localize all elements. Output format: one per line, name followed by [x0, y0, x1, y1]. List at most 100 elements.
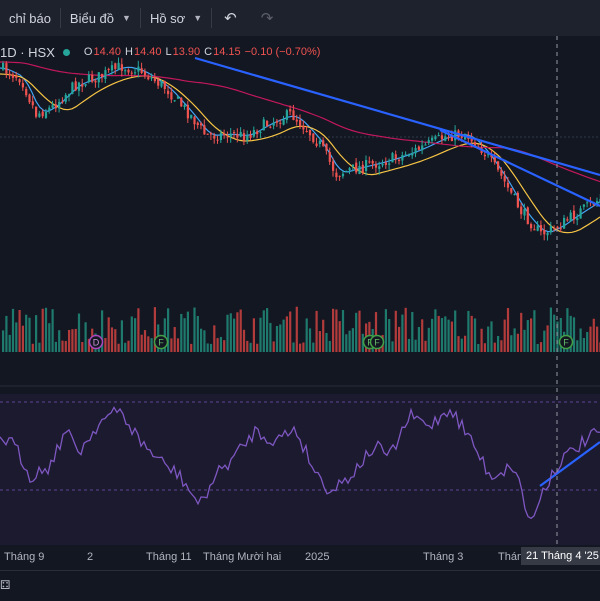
earnings-marker[interactable]: F: [153, 334, 169, 350]
candle-body: [543, 229, 546, 235]
volume-bar: [71, 329, 74, 352]
candle-body: [101, 73, 104, 78]
candle-body: [516, 192, 519, 208]
candle-body: [351, 164, 354, 167]
candle-body: [384, 162, 387, 165]
candle-body: [440, 135, 444, 140]
volume-bar: [147, 336, 150, 352]
calendar-range-icon[interactable]: ⚃: [0, 578, 11, 592]
candle-body: [299, 120, 302, 127]
candle-body: [431, 137, 434, 141]
volume-bar: [259, 317, 262, 352]
candle-body: [572, 210, 576, 220]
profile-dropdown[interactable]: Hồ sơ ▼: [141, 0, 211, 36]
volume-bar: [203, 330, 206, 352]
candle-body: [173, 100, 176, 102]
chevron-down-icon: ▼: [193, 13, 203, 23]
earnings-marker[interactable]: F: [369, 334, 385, 350]
volume-bar: [173, 327, 176, 352]
candle-body: [381, 163, 384, 166]
candle-body: [226, 136, 229, 138]
volume-bar: [48, 323, 51, 352]
volume-bar: [289, 311, 292, 352]
candle-body: [15, 75, 18, 78]
volume-bar: [124, 342, 127, 352]
candle-body: [404, 154, 407, 156]
open-value: 14.40: [93, 46, 121, 58]
candle-body: [153, 77, 156, 82]
undo-icon[interactable]: ↶: [224, 10, 237, 27]
volume-bar: [556, 321, 559, 352]
candle-body: [150, 77, 153, 79]
volume-bar: [431, 318, 434, 352]
volume-bar: [110, 327, 114, 352]
candle-body: [31, 101, 34, 106]
candle-body: [44, 112, 48, 118]
downtrend-line: [194, 56, 600, 177]
candle-body: [130, 72, 133, 74]
candle-body: [223, 133, 226, 135]
price-chart[interactable]: DFFFF: [0, 36, 600, 545]
candle-body: [358, 166, 361, 175]
indicators-button[interactable]: chỉ báo: [0, 0, 60, 36]
candle-body: [140, 68, 143, 73]
volume-bar: [236, 312, 239, 352]
marker-circle: [153, 334, 169, 350]
dividend-marker[interactable]: D: [88, 334, 104, 350]
volume-bar: [64, 340, 67, 352]
volume-bar: [81, 342, 84, 352]
candle-body: [107, 68, 110, 70]
earnings-marker[interactable]: F: [558, 334, 574, 350]
candle-body: [252, 130, 255, 137]
candle-body: [190, 114, 193, 119]
volume-bar: [351, 328, 354, 352]
candle-body: [506, 182, 510, 188]
volume-bar: [196, 316, 199, 352]
volume-bar: [35, 315, 38, 352]
candle-body: [401, 154, 404, 161]
candle-body: [282, 119, 285, 125]
time-label: Tháng Mười hai: [203, 551, 282, 563]
candle-body: [196, 122, 199, 126]
volume-bar: [54, 341, 57, 352]
candle-body: [483, 154, 486, 157]
candle-body: [124, 70, 127, 72]
candle-body: [97, 72, 100, 83]
low-value: 13.90: [172, 46, 201, 58]
volume-bar: [483, 343, 486, 352]
volume-bar: [526, 320, 529, 352]
candle-body: [460, 136, 463, 138]
market-status-dot: [62, 48, 70, 56]
marker-circle: [88, 334, 104, 350]
volume-bar: [553, 314, 556, 352]
volume-bar: [180, 313, 183, 352]
volume-bar: [536, 343, 539, 352]
candle-body: [407, 155, 411, 157]
time-axis[interactable]: Tháng 9 2 Tháng 11 Tháng Mười hai 2025 T…: [0, 545, 600, 569]
volume-bar: [200, 328, 203, 352]
volume-bar: [246, 340, 249, 352]
indicators-label: chỉ báo: [9, 10, 51, 26]
candle-body: [279, 122, 282, 124]
candle-body: [464, 135, 467, 140]
candle-body: [120, 64, 123, 71]
time-label: Thán: [498, 551, 524, 563]
candle-body: [295, 119, 298, 122]
candle-body: [520, 206, 523, 215]
candle-body: [450, 136, 453, 142]
volume-bar: [28, 317, 31, 352]
redo-icon[interactable]: ↷: [260, 10, 274, 27]
candle-body: [582, 204, 585, 207]
volume-bar: [454, 310, 457, 352]
volume-bar: [140, 334, 143, 352]
symbol-name[interactable]: 1D · HSX: [0, 44, 55, 60]
volume-bar: [407, 338, 411, 352]
candle-body: [411, 152, 414, 156]
volume-bar: [398, 326, 401, 352]
candle-body: [434, 136, 437, 140]
volume-bar: [457, 336, 460, 352]
candle-body: [332, 161, 335, 171]
candle-body: [500, 170, 503, 176]
chart-type-dropdown[interactable]: Biểu đồ ▼: [61, 0, 140, 36]
candle-body: [176, 96, 180, 99]
